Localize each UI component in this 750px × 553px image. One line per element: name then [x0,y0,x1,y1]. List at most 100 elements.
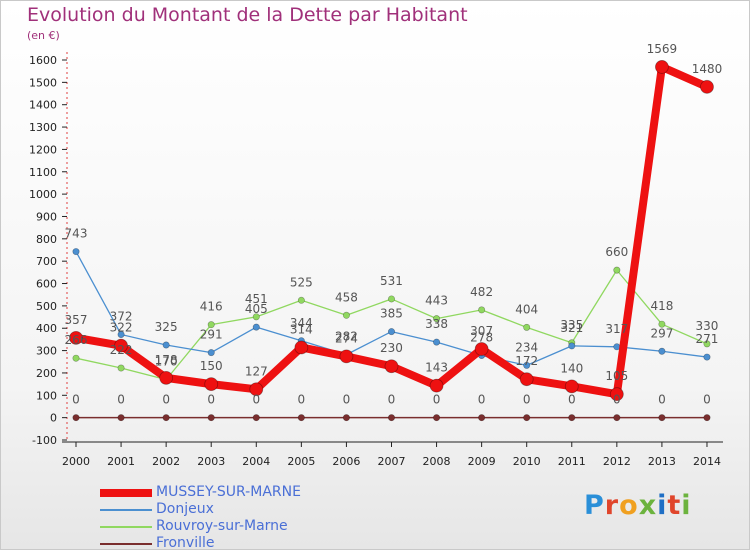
x-tick-label: 2010 [513,455,541,468]
x-tick-label: 2013 [648,455,676,468]
point-donjeux [387,328,395,336]
point-fronville [162,414,170,422]
data-label-donjeux: 372 [110,309,133,323]
x-tick-label: 2014 [693,455,721,468]
point-rouvroy-sur-marne [117,364,125,372]
point-mussey-sur-marne [204,377,219,392]
point-rouvroy-sur-marne [207,321,215,329]
x-tick-label: 2004 [242,455,270,468]
point-rouvroy-sur-marne [478,306,486,314]
point-fronville [387,414,395,422]
y-tick-label: 300 [36,345,57,358]
y-tick-label: 1200 [29,143,57,156]
point-mussey-sur-marne [609,387,624,402]
data-label-mussey-sur-marne: 178 [155,353,178,367]
data-label-donjeux: 321 [560,321,583,335]
x-tick-label: 2006 [332,455,360,468]
data-label-donjeux: 405 [245,302,268,316]
unit-label: (en €) [27,29,60,42]
data-label-fronville: 0 [343,393,351,407]
y-tick-label: 1600 [29,54,57,67]
data-label-rouvroy-sur-marne: 170 [155,355,178,369]
x-tick-label: 2007 [377,455,405,468]
logo-letter: i [657,490,668,521]
point-rouvroy-sur-marne [72,354,80,362]
point-donjeux [523,361,531,369]
data-label-mussey-sur-marne: 230 [380,341,403,355]
x-tick-label: 2001 [107,455,135,468]
x-tick-label: 2008 [423,455,451,468]
point-mussey-sur-marne [429,378,444,393]
y-tick-label: 1300 [29,121,57,134]
y-tick-label: 1000 [29,188,57,201]
data-label-rouvroy-sur-marne: 330 [696,319,719,333]
point-rouvroy-sur-marne [252,313,260,321]
data-label-donjeux: 297 [650,326,673,340]
point-mussey-sur-marne [474,342,489,356]
y-tick-label: 0 [50,412,57,425]
point-fronville [703,414,711,422]
y-tick-label: 500 [36,300,57,313]
y-tick-label: -100 [32,434,57,447]
logo-letter: o [619,490,639,521]
point-fronville [297,414,305,422]
data-label-donjeux: 743 [65,227,88,241]
point-rouvroy-sur-marne [703,340,711,348]
point-mussey-sur-marne [700,79,714,94]
point-mussey-sur-marne [114,338,128,353]
data-label-donjeux: 271 [696,332,719,346]
data-label-donjeux: 344 [290,316,313,330]
data-label-donjeux: 338 [425,317,448,331]
data-label-fronville: 0 [72,393,80,407]
data-label-donjeux: 317 [605,322,628,336]
logo-letter: t [667,490,682,521]
point-rouvroy-sur-marne [342,311,350,319]
x-tick-label: 2011 [558,455,586,468]
point-fronville [568,414,576,422]
point-mussey-sur-marne [339,349,354,364]
point-mussey-sur-marne [519,372,534,387]
data-label-donjeux: 385 [380,307,403,321]
legend-swatch [100,543,152,545]
data-label-mussey-sur-marne: 307 [470,324,493,338]
x-tick-label: 2003 [197,455,225,468]
point-fronville [523,414,531,422]
point-fronville [433,414,441,422]
point-fronville [478,414,486,422]
data-label-rouvroy-sur-marne: 222 [110,343,133,357]
point-rouvroy-sur-marne [658,320,666,328]
data-label-mussey-sur-marne: 172 [515,354,538,368]
data-label-donjeux: 234 [515,340,538,354]
data-label-fronville: 0 [478,393,486,407]
legend-swatch [100,509,152,511]
point-mussey-sur-marne [159,370,174,385]
legend-label: Rouvroy-sur-Marne [156,518,288,534]
point-mussey-sur-marne [655,60,669,74]
data-label-rouvroy-sur-marne: 443 [425,294,448,308]
y-tick-label: 1500 [29,76,57,89]
data-label-mussey-sur-marne: 1480 [692,62,723,76]
data-label-mussey-sur-marne: 274 [335,331,358,345]
point-mussey-sur-marne [249,382,264,397]
data-label-rouvroy-sur-marne: 416 [200,300,223,314]
point-fronville [117,414,125,422]
data-label-fronville: 0 [568,393,576,407]
x-tick-label: 2012 [603,455,631,468]
data-label-rouvroy-sur-marne: 482 [470,285,493,299]
data-label-rouvroy-sur-marne: 660 [605,245,628,259]
point-donjeux [703,353,711,361]
data-label-rouvroy-sur-marne: 458 [335,290,358,304]
point-fronville [252,414,260,422]
data-label-fronville: 0 [703,393,711,407]
logo-letter: P [584,490,605,521]
proxiti-logo: Proxiti [584,490,692,521]
y-tick-label: 100 [36,389,57,402]
data-label-donjeux: 325 [155,320,178,334]
logo-letter: i [681,490,692,521]
point-mussey-sur-marne [384,359,399,374]
x-tick-label: 2009 [468,455,496,468]
point-fronville [658,414,666,422]
point-donjeux [117,330,125,338]
